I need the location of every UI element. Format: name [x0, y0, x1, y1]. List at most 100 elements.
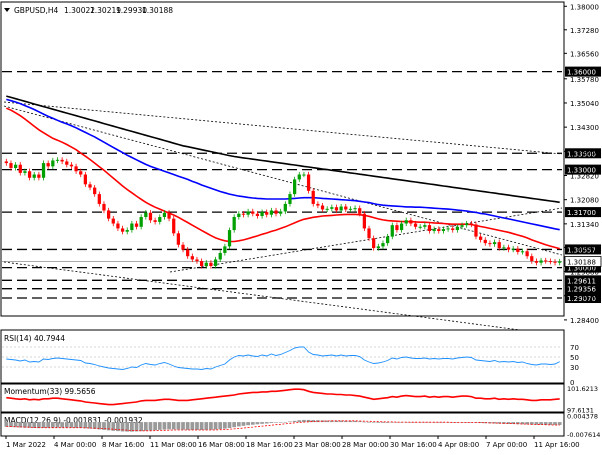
candle-body [334, 207, 339, 211]
candle-body [330, 207, 334, 209]
level-label: 1.29611 [567, 277, 596, 285]
macd-histogram-bar [60, 422, 64, 428]
level-label-box [565, 283, 601, 294]
macd-histogram-bar [18, 422, 23, 428]
rsi-axis-label: 0 [570, 379, 574, 387]
level-label: 1.29356 [567, 286, 596, 294]
time-axis-label: 4 Mar 00:00 [54, 441, 96, 449]
candle-body [83, 174, 88, 185]
candle-body [409, 220, 413, 224]
macd-histogram-bar [106, 422, 111, 431]
macd-axis-label: -0.007614 [567, 431, 600, 439]
candle-body [227, 230, 232, 247]
candle-body [148, 212, 153, 221]
ohlc-high: 1.30219 [90, 6, 121, 15]
macd-histogram-bar [329, 420, 334, 423]
candle-body [88, 184, 92, 188]
time-axis-label: 4 Apr 08:00 [438, 441, 479, 449]
price-axis-tick-label: 1.32080 [570, 197, 599, 205]
macd-histogram-bar [511, 422, 516, 424]
candle-body [158, 216, 162, 222]
macd-histogram-bar [204, 422, 209, 430]
macd-histogram-bar [143, 422, 148, 431]
macd-histogram-bar [97, 422, 102, 430]
candle-body [93, 187, 97, 195]
candle-body [474, 224, 478, 237]
time-axis-label: 11 Mar 08:00 [150, 441, 197, 449]
candle-body [362, 213, 367, 229]
candle-body [153, 220, 157, 222]
macd-histogram-bar [436, 422, 441, 423]
candle-body [251, 211, 255, 214]
candle-body [125, 230, 129, 232]
candle-body [13, 164, 18, 168]
candle-body [558, 261, 562, 263]
trendline-lower-channel [3, 261, 521, 331]
candle-body [492, 242, 497, 245]
candle-body [195, 259, 199, 262]
macd-histogram-bar [450, 422, 455, 423]
rsi-pane-frame [0, 329, 565, 384]
macd-histogram-bar [130, 422, 134, 432]
macd-histogram-bar [381, 422, 385, 423]
macd-histogram-bar [362, 421, 367, 423]
macd-histogram-bar [385, 422, 390, 423]
candle-body [69, 164, 74, 167]
candle-body [176, 233, 181, 245]
macd-histogram-bar [32, 422, 37, 428]
macd-histogram-bar [325, 420, 330, 423]
macd-histogram-bar [223, 422, 227, 429]
level-label-box [565, 244, 601, 255]
macd-axis-label: 0.004378 [567, 412, 598, 420]
candle-body [120, 228, 125, 232]
level-label: 1.33000 [567, 167, 596, 175]
time-axis-label: 28 Mar 00:00 [342, 441, 389, 449]
momentum-axis-label: 97.6131 [567, 406, 594, 414]
current-price-box [564, 256, 602, 267]
macd-histogram-bar [288, 421, 292, 423]
candle-body [451, 228, 455, 231]
macd-histogram-bar [181, 422, 185, 430]
time-axis-label: 7 Apr 00:00 [486, 441, 527, 449]
macd-histogram-bar [4, 422, 9, 427]
macd-histogram-bar [250, 422, 255, 425]
macd-histogram-bar [367, 422, 371, 423]
candle-body [516, 248, 520, 252]
candle-body [162, 212, 167, 217]
candle-body [265, 212, 269, 215]
macd-histogram-bar [409, 422, 413, 423]
macd-histogram-bar [343, 420, 348, 423]
macd-histogram-bar [334, 420, 339, 423]
macd-histogram-bar [209, 422, 213, 430]
candle-body [172, 218, 176, 234]
momentum-line [6, 388, 560, 406]
price-axis-tick-label: 1.38000 [570, 3, 599, 11]
candle-body [520, 251, 525, 253]
candle-body [348, 208, 353, 210]
candle-body [455, 226, 460, 231]
candle-body [320, 205, 325, 210]
symbol-title: GBPUSD,H4 [14, 6, 59, 15]
price-axis-tick-label: 1.36560 [570, 50, 599, 58]
candle-body [478, 236, 483, 240]
candle-body [539, 260, 543, 263]
candle-body [60, 159, 64, 162]
macd-histogram-bar [41, 422, 46, 428]
momentum-pane-frame [0, 383, 565, 413]
candle-body [506, 247, 511, 250]
level-label: 1.33500 [567, 150, 596, 158]
candle-body [530, 256, 534, 262]
candle-body [358, 208, 362, 214]
macd-histogram-bar [162, 422, 167, 430]
macd-histogram-bar [64, 422, 69, 428]
candle-body [427, 225, 432, 232]
candle-body [437, 229, 441, 232]
macd-histogram-bar [102, 422, 106, 430]
level-label: 1.36000 [567, 69, 596, 77]
time-axis: 1 Mar 2022 4 Mar 00:00 8 Mar 16:00 11 Mar 0… [5, 436, 580, 449]
price-axis-tick-label: 1.32820 [570, 172, 599, 180]
macd-histogram-bar [195, 422, 199, 431]
candle-body [106, 210, 111, 219]
macd-histogram-bar [120, 422, 125, 432]
